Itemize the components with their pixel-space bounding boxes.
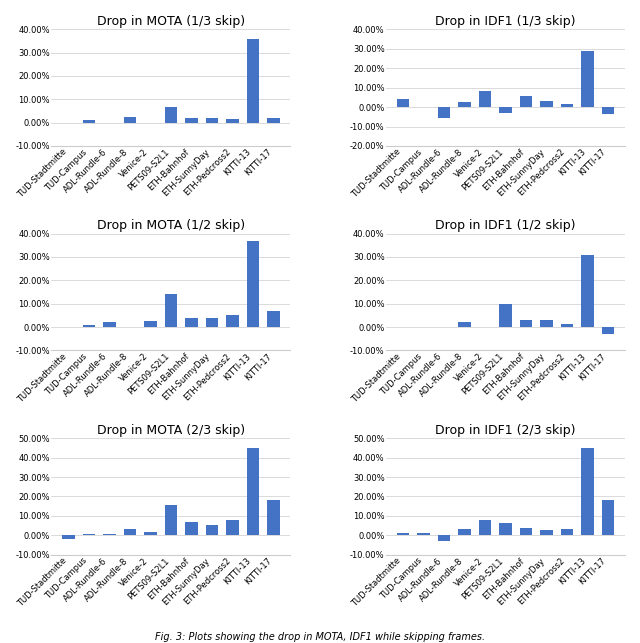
Bar xyxy=(581,448,594,536)
Bar xyxy=(397,99,409,107)
Bar xyxy=(268,311,280,327)
Bar xyxy=(520,320,532,327)
Bar xyxy=(458,322,470,327)
Bar xyxy=(226,119,239,123)
Bar xyxy=(438,107,450,118)
Title: Drop in MOTA (1/2 skip): Drop in MOTA (1/2 skip) xyxy=(97,219,245,233)
Bar xyxy=(144,532,157,536)
Bar xyxy=(83,534,95,536)
Bar xyxy=(602,500,614,536)
Bar xyxy=(438,536,450,541)
Bar xyxy=(62,536,74,539)
Bar xyxy=(205,525,218,536)
Text: Fig. 3: Plots showing the drop in MOTA, IDF1 while skipping frames.: Fig. 3: Plots showing the drop in MOTA, … xyxy=(155,632,485,642)
Bar xyxy=(479,520,491,536)
Bar xyxy=(185,318,198,327)
Bar xyxy=(540,530,552,536)
Bar xyxy=(103,534,116,536)
Bar xyxy=(458,102,470,107)
Bar xyxy=(246,39,259,123)
Bar xyxy=(499,523,511,536)
Bar xyxy=(561,323,573,327)
Bar xyxy=(226,316,239,327)
Bar xyxy=(246,240,259,327)
Bar xyxy=(499,107,511,113)
Bar xyxy=(602,327,614,334)
Title: Drop in MOTA (1/3 skip): Drop in MOTA (1/3 skip) xyxy=(97,15,245,28)
Bar xyxy=(397,532,409,536)
Bar xyxy=(602,107,614,114)
Bar xyxy=(185,118,198,123)
Bar xyxy=(185,522,198,536)
Bar xyxy=(205,118,218,123)
Bar xyxy=(83,325,95,327)
Bar xyxy=(226,520,239,536)
Bar xyxy=(581,255,594,327)
Bar xyxy=(540,320,552,327)
Bar xyxy=(144,322,157,327)
Bar xyxy=(458,529,470,536)
Bar xyxy=(520,96,532,107)
Bar xyxy=(205,318,218,327)
Bar xyxy=(164,294,177,327)
Bar xyxy=(581,51,594,107)
Title: Drop in IDF1 (1/3 skip): Drop in IDF1 (1/3 skip) xyxy=(435,15,576,28)
Bar xyxy=(561,104,573,107)
Bar xyxy=(479,91,491,107)
Title: Drop in IDF1 (1/2 skip): Drop in IDF1 (1/2 skip) xyxy=(435,219,576,233)
Bar xyxy=(103,322,116,327)
Bar xyxy=(417,534,429,536)
Title: Drop in IDF1 (2/3 skip): Drop in IDF1 (2/3 skip) xyxy=(435,424,576,437)
Bar xyxy=(246,448,259,536)
Bar xyxy=(540,101,552,107)
Bar xyxy=(164,505,177,536)
Bar xyxy=(499,303,511,327)
Bar xyxy=(268,500,280,536)
Bar xyxy=(561,529,573,536)
Bar xyxy=(124,117,136,123)
Bar xyxy=(164,107,177,123)
Title: Drop in MOTA (2/3 skip): Drop in MOTA (2/3 skip) xyxy=(97,424,245,437)
Bar xyxy=(83,120,95,123)
Bar xyxy=(124,529,136,536)
Bar xyxy=(268,118,280,123)
Bar xyxy=(520,528,532,536)
